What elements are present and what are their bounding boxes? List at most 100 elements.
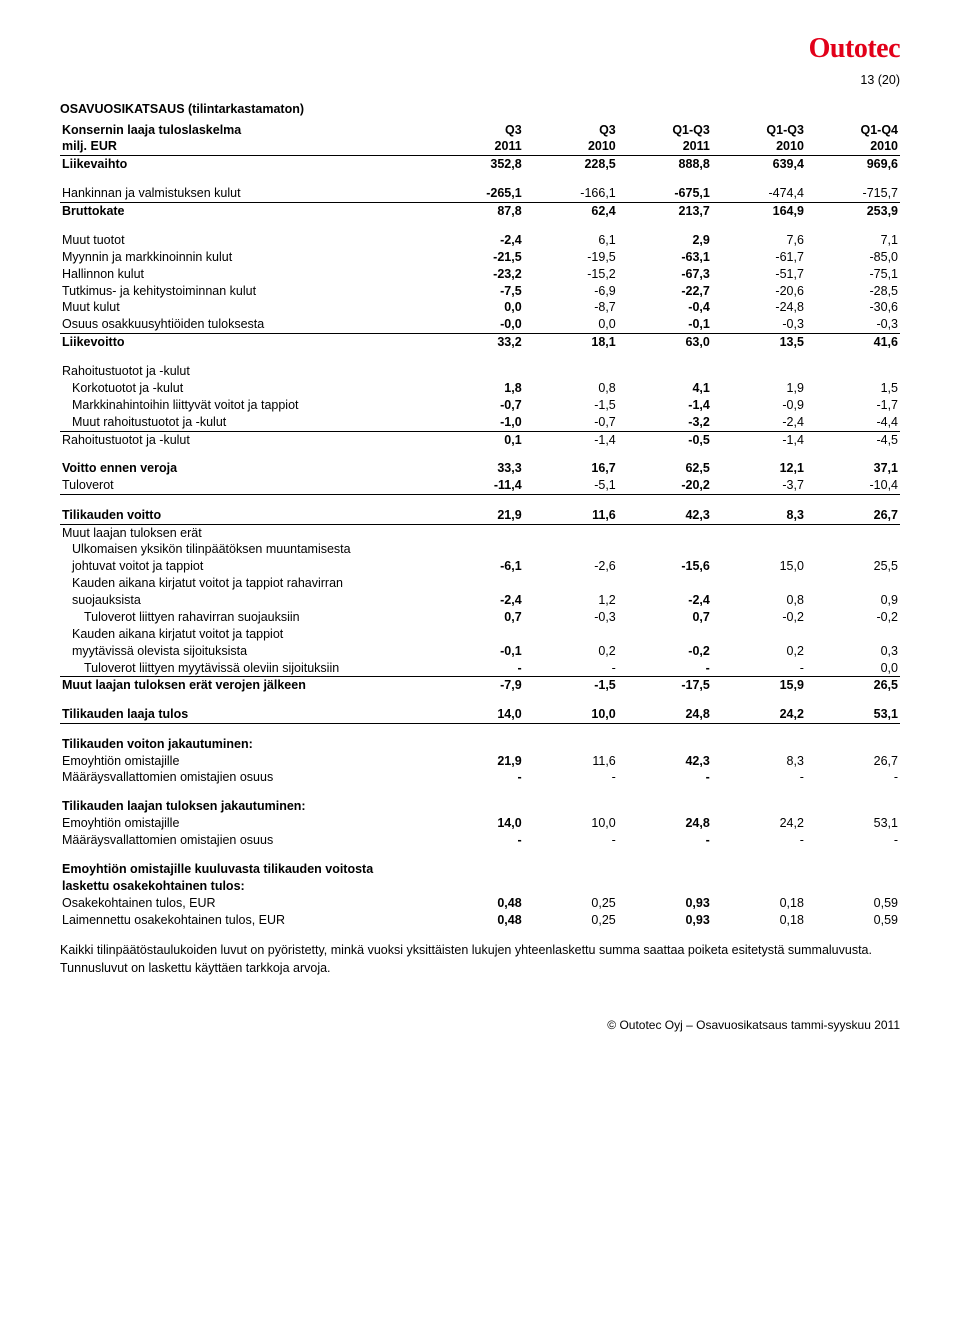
cell: -10,4 [806, 477, 900, 494]
cell: -675,1 [618, 185, 712, 202]
cell: - [806, 769, 900, 786]
cell: 41,6 [806, 334, 900, 351]
cell: 888,8 [618, 156, 712, 173]
header-col: 2011 [618, 138, 712, 155]
spacer [60, 351, 900, 363]
cell: -75,1 [806, 266, 900, 283]
row-label: Tilikauden laajan tuloksen jakautuminen: [60, 798, 430, 815]
table-row: Tuloverot liittyen myytävissä oleviin si… [60, 660, 900, 677]
table-row: Voitto ennen veroja33,316,762,512,137,1 [60, 460, 900, 477]
cell: 1,2 [524, 592, 618, 609]
row-label: Rahoitustuotot ja -kulut [60, 431, 430, 448]
table-row: myytävissä olevista sijoituksista-0,10,2… [60, 643, 900, 660]
row-label: Tilikauden laaja tulos [60, 706, 430, 723]
cell: -61,7 [712, 249, 806, 266]
cell [524, 524, 618, 541]
table-row: Muut tuotot-2,46,12,97,67,1 [60, 232, 900, 249]
header-col: 2010 [806, 138, 900, 155]
cell [430, 878, 524, 895]
row-label: Liikevaihto [60, 156, 430, 173]
cell: 0,18 [712, 912, 806, 929]
cell: -0,0 [430, 316, 524, 333]
cell: -3,2 [618, 414, 712, 431]
cell: 13,5 [712, 334, 806, 351]
table-row: Emoyhtiön omistajille kuuluvasta tilikau… [60, 861, 900, 878]
spacer [60, 173, 900, 185]
table-row: Osakekohtainen tulos, EUR0,480,250,930,1… [60, 895, 900, 912]
row-label: Kauden aikana kirjatut voitot ja tappiot… [60, 575, 430, 592]
cell: -2,4 [618, 592, 712, 609]
cell: - [618, 769, 712, 786]
cell [618, 575, 712, 592]
header-col: 2011 [430, 138, 524, 155]
cell: 62,5 [618, 460, 712, 477]
table-row [60, 220, 900, 232]
cell: -15,2 [524, 266, 618, 283]
cell: -0,5 [618, 431, 712, 448]
cell: -22,7 [618, 283, 712, 300]
row-label: Osuus osakkuusyhtiöiden tuloksesta [60, 316, 430, 333]
cell: 352,8 [430, 156, 524, 173]
header-col: Q1-Q3 [712, 122, 806, 139]
table-row: Laimennettu osakekohtainen tulos, EUR0,4… [60, 912, 900, 929]
cell: 0,8 [524, 380, 618, 397]
cell: 213,7 [618, 203, 712, 220]
cell: 969,6 [806, 156, 900, 173]
cell: 1,8 [430, 380, 524, 397]
row-label: Kauden aikana kirjatut voitot ja tappiot [60, 626, 430, 643]
cell: -0,7 [430, 397, 524, 414]
table-row [60, 849, 900, 861]
table-row: Bruttokate87,862,4213,7164,9253,9 [60, 203, 900, 220]
table-row: Kauden aikana kirjatut voitot ja tappiot [60, 626, 900, 643]
cell: 18,1 [524, 334, 618, 351]
cell [618, 861, 712, 878]
cell: -19,5 [524, 249, 618, 266]
cell: -0,4 [618, 299, 712, 316]
cell [618, 878, 712, 895]
cell: 10,0 [524, 706, 618, 723]
cell: 25,5 [806, 558, 900, 575]
cell [430, 626, 524, 643]
cell: -21,5 [430, 249, 524, 266]
cell [712, 878, 806, 895]
cell: -63,1 [618, 249, 712, 266]
cell: -0,2 [712, 609, 806, 626]
cell: 24,2 [712, 815, 806, 832]
cell: -20,6 [712, 283, 806, 300]
cell: -7,5 [430, 283, 524, 300]
table-row [60, 351, 900, 363]
cell: - [618, 660, 712, 677]
table-row: Kauden aikana kirjatut voitot ja tappiot… [60, 575, 900, 592]
cell: 2,9 [618, 232, 712, 249]
cell: 62,4 [524, 203, 618, 220]
cell: -6,1 [430, 558, 524, 575]
cell [806, 363, 900, 380]
cell: -28,5 [806, 283, 900, 300]
cell: -5,1 [524, 477, 618, 494]
cell: - [618, 832, 712, 849]
spacer [60, 495, 900, 507]
row-label: Korkotuotot ja -kulut [60, 380, 430, 397]
cell: - [430, 832, 524, 849]
cell [712, 524, 806, 541]
cell: 15,9 [712, 677, 806, 694]
table-row: Myynnin ja markkinoinnin kulut-21,5-19,5… [60, 249, 900, 266]
cell: 0,0 [524, 316, 618, 333]
cell: -166,1 [524, 185, 618, 202]
row-label: Emoyhtiön omistajille [60, 815, 430, 832]
cell: 11,6 [524, 753, 618, 770]
table-row: Muut laajan tuloksen erät [60, 524, 900, 541]
table-row: Rahoitustuotot ja -kulut0,1-1,4-0,5-1,4-… [60, 431, 900, 448]
table-row [60, 495, 900, 507]
cell: -2,6 [524, 558, 618, 575]
cell: 0,25 [524, 895, 618, 912]
row-label: Ulkomaisen yksikön tilinpäätöksen muunta… [60, 541, 430, 558]
cell: -17,5 [618, 677, 712, 694]
cell [618, 736, 712, 753]
cell: 0,8 [712, 592, 806, 609]
row-label: Bruttokate [60, 203, 430, 220]
cell: 21,9 [430, 507, 524, 524]
cell: -265,1 [430, 185, 524, 202]
cell [524, 626, 618, 643]
cell: 0,0 [430, 299, 524, 316]
